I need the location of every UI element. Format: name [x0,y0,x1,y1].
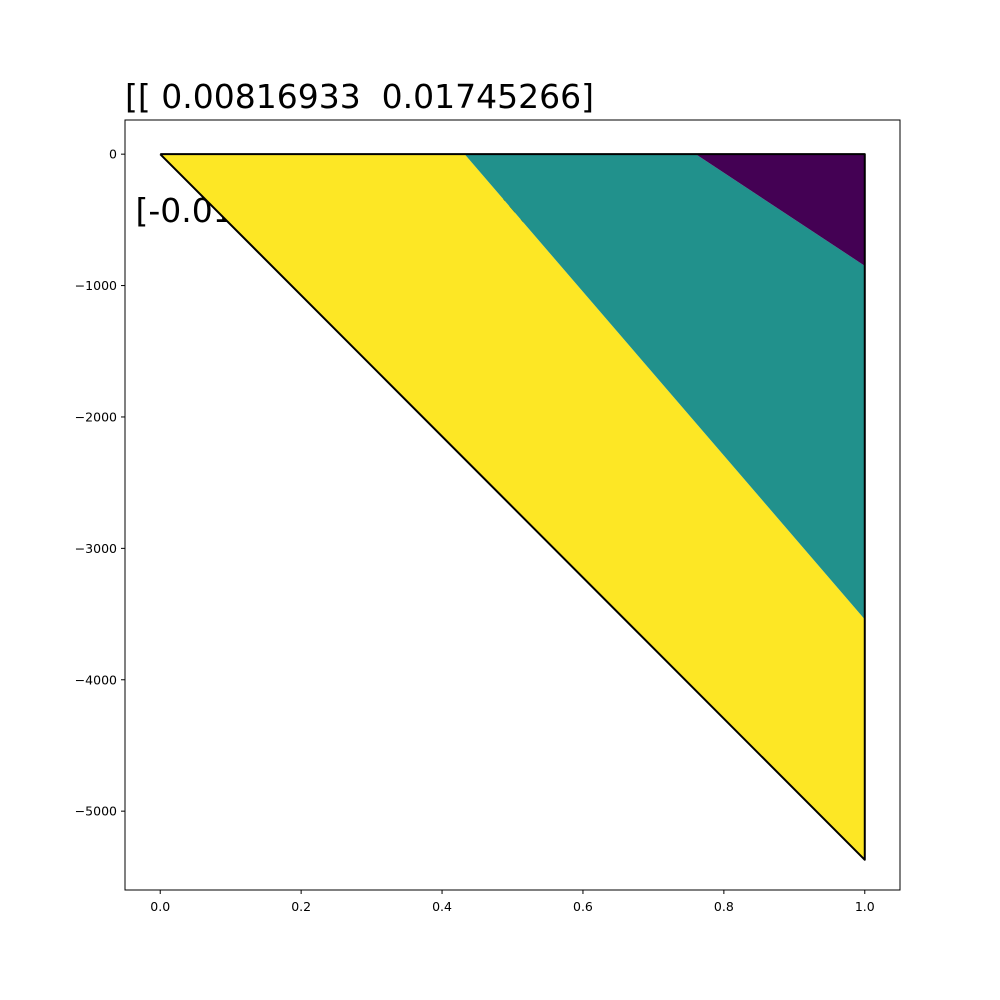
y-tick-label: 0 [109,147,117,162]
region-2 [464,154,865,620]
region-3 [695,154,865,266]
y-tick-label: −1000 [75,278,117,293]
x-tick-label: 0.6 [573,899,593,914]
chart-title-line-1: [[ 0.00816933 0.01745266] [125,77,594,116]
x-axis: 0.0 0.2 0.4 0.6 0.8 1.0 [150,890,875,914]
chart-outline-layer [159,153,866,861]
y-tick-label: −4000 [75,672,117,687]
x-tick-label: 1.0 [855,899,875,914]
y-axis: 0 −1000 −2000 −3000 −4000 −5000 [75,147,125,819]
x-tick-label: 0.0 [150,899,170,914]
x-tick-label: 0.4 [432,899,452,914]
triangle-outline [159,153,866,861]
y-tick-label: −3000 [75,541,117,556]
x-tick-label: 0.2 [291,899,311,914]
y-tick-label: −5000 [75,804,117,819]
x-tick-label: 0.8 [714,899,734,914]
y-tick-label: −2000 [75,409,117,424]
axes-frame [124,119,901,891]
